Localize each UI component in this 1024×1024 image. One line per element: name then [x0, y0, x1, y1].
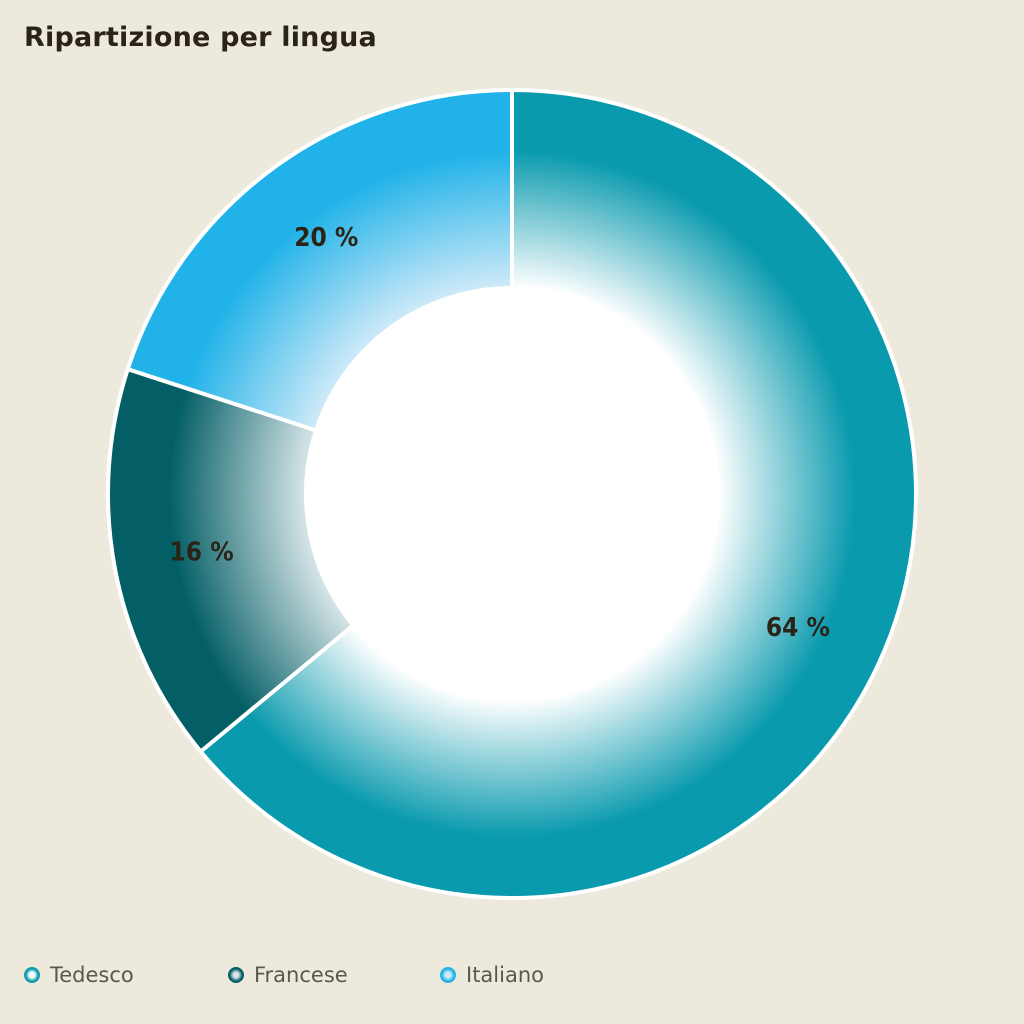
labels-layer: 64 % 16 % 20 % [170, 223, 830, 643]
slice-label-tedesco: 64 % [766, 613, 830, 643]
legend-label-italiano: Italiano [466, 963, 544, 987]
slice-label-italiano: 20 % [294, 223, 358, 253]
legend-swatch-francese [228, 967, 244, 983]
legend-item-francese[interactable]: Francese [228, 960, 348, 990]
chart-title: Ripartizione per lingua [24, 22, 377, 53]
legend-swatch-italiano [440, 967, 456, 983]
donut-chart: 64 % 16 % 20 % [106, 88, 918, 900]
legend-item-tedesco[interactable]: Tedesco [24, 960, 134, 990]
legend-item-italiano[interactable]: Italiano [440, 960, 544, 990]
slice-label-francese: 16 % [170, 538, 234, 568]
donut-hole [306, 288, 718, 700]
legend-label-francese: Francese [254, 963, 348, 987]
slices-layer [106, 88, 918, 900]
legend-label-tedesco: Tedesco [50, 963, 134, 987]
legend: Tedesco Francese Italiano [0, 960, 1024, 992]
legend-swatch-tedesco [24, 967, 40, 983]
